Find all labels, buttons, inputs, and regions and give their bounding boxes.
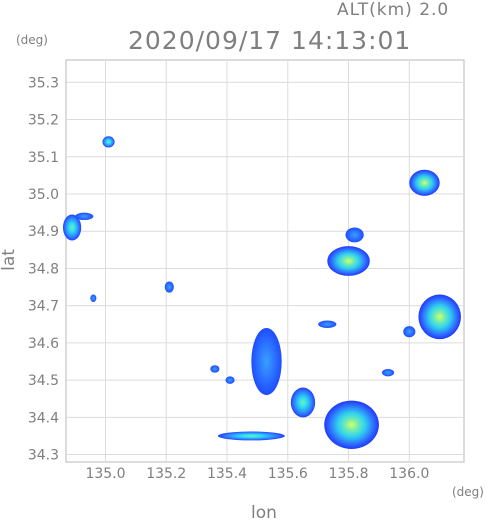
y-tick-label: 35.1 <box>28 150 59 166</box>
y-tick-label: 34.9 <box>28 224 59 240</box>
echo-cell-15 <box>318 320 337 328</box>
y-axis-unit: (deg) <box>16 33 48 47</box>
echo-cell-10 <box>290 387 316 418</box>
echo-cell-14 <box>210 365 220 373</box>
timestamp-title: 2020/09/17 14:13:01 <box>128 26 412 55</box>
x-tick-label: 135.0 <box>85 466 125 482</box>
echo-cell-7 <box>418 294 461 340</box>
y-tick-label: 35.3 <box>28 75 59 91</box>
y-tick-label: 34.4 <box>28 410 59 426</box>
echo-cell-13 <box>225 376 235 384</box>
y-tick-label: 34.5 <box>28 373 59 389</box>
echo-cell-2 <box>75 212 94 221</box>
x-axis-title: lon <box>251 503 277 523</box>
echo-cell-5 <box>327 246 370 276</box>
echo-cell-6 <box>345 227 364 243</box>
y-tick-label: 34.8 <box>28 261 59 277</box>
y-tick-label: 35.2 <box>28 113 59 129</box>
x-tick-label: 135.4 <box>207 466 247 482</box>
echo-cell-17 <box>164 281 174 293</box>
x-tick-label: 135.8 <box>329 466 369 482</box>
x-tick-label: 135.2 <box>146 466 186 482</box>
y-tick-label: 34.6 <box>28 336 59 352</box>
echo-cell-8 <box>403 326 416 338</box>
echo-cell-16 <box>381 368 395 377</box>
echo-cell-3 <box>90 294 97 302</box>
y-tick-labels: 34.3 34.4 34.5 34.6 34.7 34.8 34.9 35.0 35.1 35.2… <box>28 75 59 463</box>
grid-lines <box>66 60 464 462</box>
echo-cell-4 <box>409 169 440 196</box>
y-tick-label: 34.7 <box>28 299 59 315</box>
altitude-label: ALT(km) 2.0 <box>337 0 450 20</box>
y-tick-label: 35.0 <box>28 187 59 203</box>
x-tick-label: 136.0 <box>389 466 429 482</box>
echo-cell-0 <box>102 136 115 148</box>
echo-cell-11 <box>324 400 379 449</box>
echo-cell-12 <box>217 431 285 441</box>
echo-cell-1 <box>62 214 82 241</box>
x-axis-unit: (deg) <box>452 485 484 499</box>
plot-area <box>65 59 465 463</box>
y-tick-label: 34.3 <box>28 448 59 464</box>
x-tick-label: 135.6 <box>268 466 308 482</box>
echo-cell-9 <box>251 328 282 395</box>
echo-cells <box>62 136 461 449</box>
x-tick-labels: 135.0 135.2 135.4 135.6 135.8 136.0 <box>85 466 429 482</box>
